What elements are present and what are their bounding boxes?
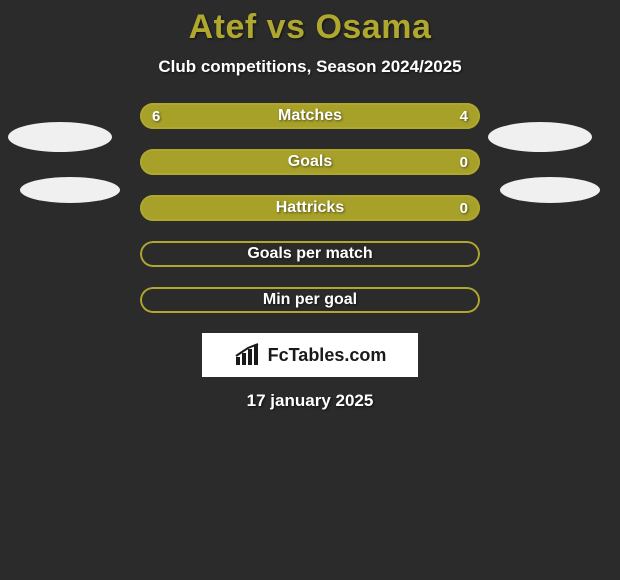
stat-bar-label: Goals per match bbox=[140, 241, 480, 267]
stat-bar-value-left: 6 bbox=[152, 103, 160, 129]
brand-badge: FcTables.com bbox=[202, 333, 418, 377]
brand-text: FcTables.com bbox=[268, 345, 387, 366]
page-subtitle: Club competitions, Season 2024/2025 bbox=[0, 57, 620, 77]
stat-bar-row: Hattricks0 bbox=[140, 195, 480, 221]
stat-bar-row: Goals per match bbox=[140, 241, 480, 267]
stat-bar-row: Goals0 bbox=[140, 149, 480, 175]
stat-bar-value-right: 4 bbox=[460, 103, 468, 129]
stat-bar-label: Matches bbox=[140, 103, 480, 129]
player-left-photo-1 bbox=[8, 122, 112, 152]
player-right-photo-1 bbox=[488, 122, 592, 152]
infographic-date: 17 january 2025 bbox=[0, 391, 620, 411]
stat-bar-value-right: 0 bbox=[460, 195, 468, 221]
page-title: Atef vs Osama bbox=[0, 0, 620, 47]
player-left-photo-2 bbox=[20, 177, 120, 203]
stat-bar-label: Hattricks bbox=[140, 195, 480, 221]
stat-bar-row: Min per goal bbox=[140, 287, 480, 313]
comparison-infographic: Atef vs Osama Club competitions, Season … bbox=[0, 0, 620, 580]
stat-bars: Matches64Goals0Hattricks0Goals per match… bbox=[140, 103, 480, 313]
brand-chart-icon bbox=[234, 343, 262, 367]
stat-bar-label: Goals bbox=[140, 149, 480, 175]
stat-bar-label: Min per goal bbox=[140, 287, 480, 313]
stat-bar-value-right: 0 bbox=[460, 149, 468, 175]
stat-bar-row: Matches6 4 bbox=[140, 103, 480, 129]
player-right-photo-2 bbox=[500, 177, 600, 203]
